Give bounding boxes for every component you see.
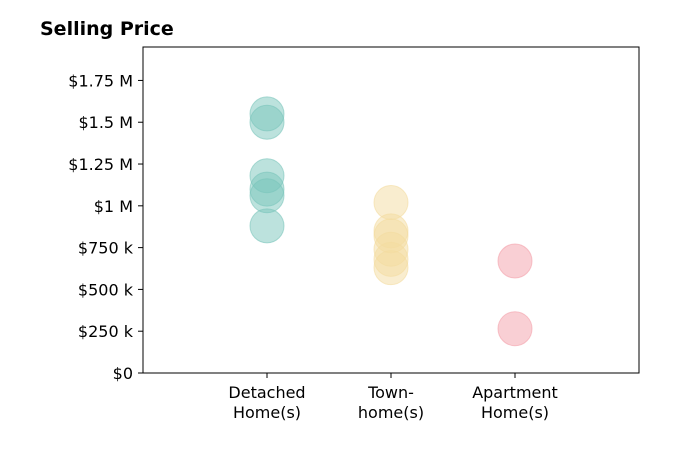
data-point [373, 250, 409, 286]
y-tick-label: $0 [113, 364, 133, 383]
x-tick-label: Detached Home(s) [228, 383, 305, 422]
y-tick-label: $1 M [94, 197, 133, 216]
data-point [497, 243, 533, 279]
data-point [249, 178, 285, 214]
y-tick-label: $500 k [78, 280, 134, 299]
y-tick-label: $1.75 M [68, 71, 133, 90]
x-tick-label: Apartment Home(s) [472, 383, 558, 422]
y-tick-label: $250 k [78, 322, 134, 341]
y-tick-label: $1.25 M [68, 155, 133, 174]
data-point [249, 208, 285, 244]
data-point [249, 104, 285, 140]
x-axis: Detached Home(s) Town-home(s) Apartment Home… [228, 373, 558, 422]
y-axis: $0 $250 k $500 k $750 k $1 M $1.25 M $1.5 M $1.… [68, 71, 143, 383]
x-tick-label: Town-home(s) [358, 383, 424, 422]
y-tick-label: $750 k [78, 239, 134, 258]
data-point [497, 311, 533, 347]
data-points [249, 96, 533, 347]
y-tick-label: $1.5 M [78, 113, 133, 132]
chart-title: Selling Price [40, 18, 174, 40]
